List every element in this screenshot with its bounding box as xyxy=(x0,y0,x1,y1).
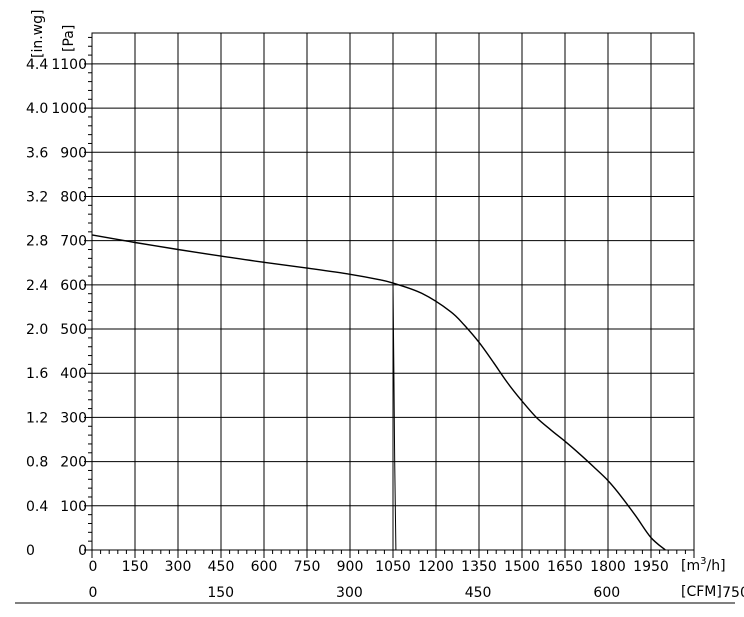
performance-curve xyxy=(91,234,666,551)
y-secondary-tick-label: 0.8 xyxy=(26,455,48,471)
x-secondary-tick-label: 750 xyxy=(722,585,744,601)
curves xyxy=(91,234,666,551)
y-primary-tick-label: 700 xyxy=(60,234,87,250)
x-primary-tick-label: 1050 xyxy=(375,559,411,575)
y-secondary-tick-label: 4.4 xyxy=(26,57,48,73)
x-primary-tick-label: 1800 xyxy=(590,559,626,575)
x-primary-tick-label: 600 xyxy=(251,559,278,575)
x-primary-tick-label: 1950 xyxy=(633,559,669,575)
y-primary-tick-label: 1000 xyxy=(51,101,87,117)
y-primary-tick-label: 1100 xyxy=(51,57,87,73)
y-primary-tick-label: 100 xyxy=(60,499,87,515)
x-secondary-unit-label: [CFM] xyxy=(681,584,722,600)
y-primary-tick-label: 600 xyxy=(60,278,87,294)
x-primary-tick-label: 1650 xyxy=(547,559,583,575)
x-primary-tick-label: 1350 xyxy=(461,559,497,575)
x-primary-tick-label: 150 xyxy=(122,559,149,575)
y-secondary-tick-label: 0 xyxy=(26,543,35,559)
y-secondary-tick-label: 2.4 xyxy=(26,278,48,294)
y-primary-tick-label: 0 xyxy=(78,543,87,559)
x-primary-unit-label: [m3/h] xyxy=(681,556,726,574)
x-primary-tick-label: 1200 xyxy=(418,559,454,575)
y-secondary-tick-label: 4.0 xyxy=(26,101,48,117)
x-primary-tick-label: 0 xyxy=(89,559,98,575)
y-primary-tick-label: 800 xyxy=(60,189,87,205)
y-secondary-tick-label: 2.8 xyxy=(26,234,48,250)
y-secondary-tick-label: 1.2 xyxy=(26,410,48,426)
minor-ticks xyxy=(84,36,695,558)
y-secondary-tick-label: 3.2 xyxy=(26,189,48,205)
y-primary-tick-label: 500 xyxy=(60,322,87,338)
x-secondary-tick-label: 300 xyxy=(336,585,363,601)
x-primary-tick-label: 900 xyxy=(337,559,364,575)
x-primary-tick-label: 1500 xyxy=(504,559,540,575)
y-secondary-tick-label: 0.4 xyxy=(26,499,48,515)
y-primary-tick-label: 300 xyxy=(60,410,87,426)
x-secondary-tick-label: 600 xyxy=(593,585,620,601)
x-secondary-tick-label: 150 xyxy=(207,585,234,601)
y-secondary-tick-label: 1.6 xyxy=(26,366,48,382)
y-secondary-unit-label: [in.wg] xyxy=(30,10,46,58)
x-primary-tick-label: 450 xyxy=(208,559,235,575)
x-secondary-tick-label: 450 xyxy=(465,585,492,601)
x-primary-tick-label: 750 xyxy=(294,559,321,575)
y-secondary-tick-label: 3.6 xyxy=(26,145,48,161)
y-primary-unit-label: [Pa] xyxy=(61,25,77,52)
y-primary-tick-label: 200 xyxy=(60,455,87,471)
x-primary-tick-label: 300 xyxy=(165,559,192,575)
y-primary-tick-label: 900 xyxy=(60,145,87,161)
tick-labels: 0 150 300 450 600 750 900 1050 1200 1350 1500 1650 1… xyxy=(26,57,744,601)
y-secondary-tick-label: 2.0 xyxy=(26,322,48,338)
plot-frame xyxy=(91,32,695,551)
system-curve-line xyxy=(392,283,397,551)
x-secondary-tick-label: 0 xyxy=(89,585,98,601)
y-primary-tick-label: 400 xyxy=(60,366,87,382)
